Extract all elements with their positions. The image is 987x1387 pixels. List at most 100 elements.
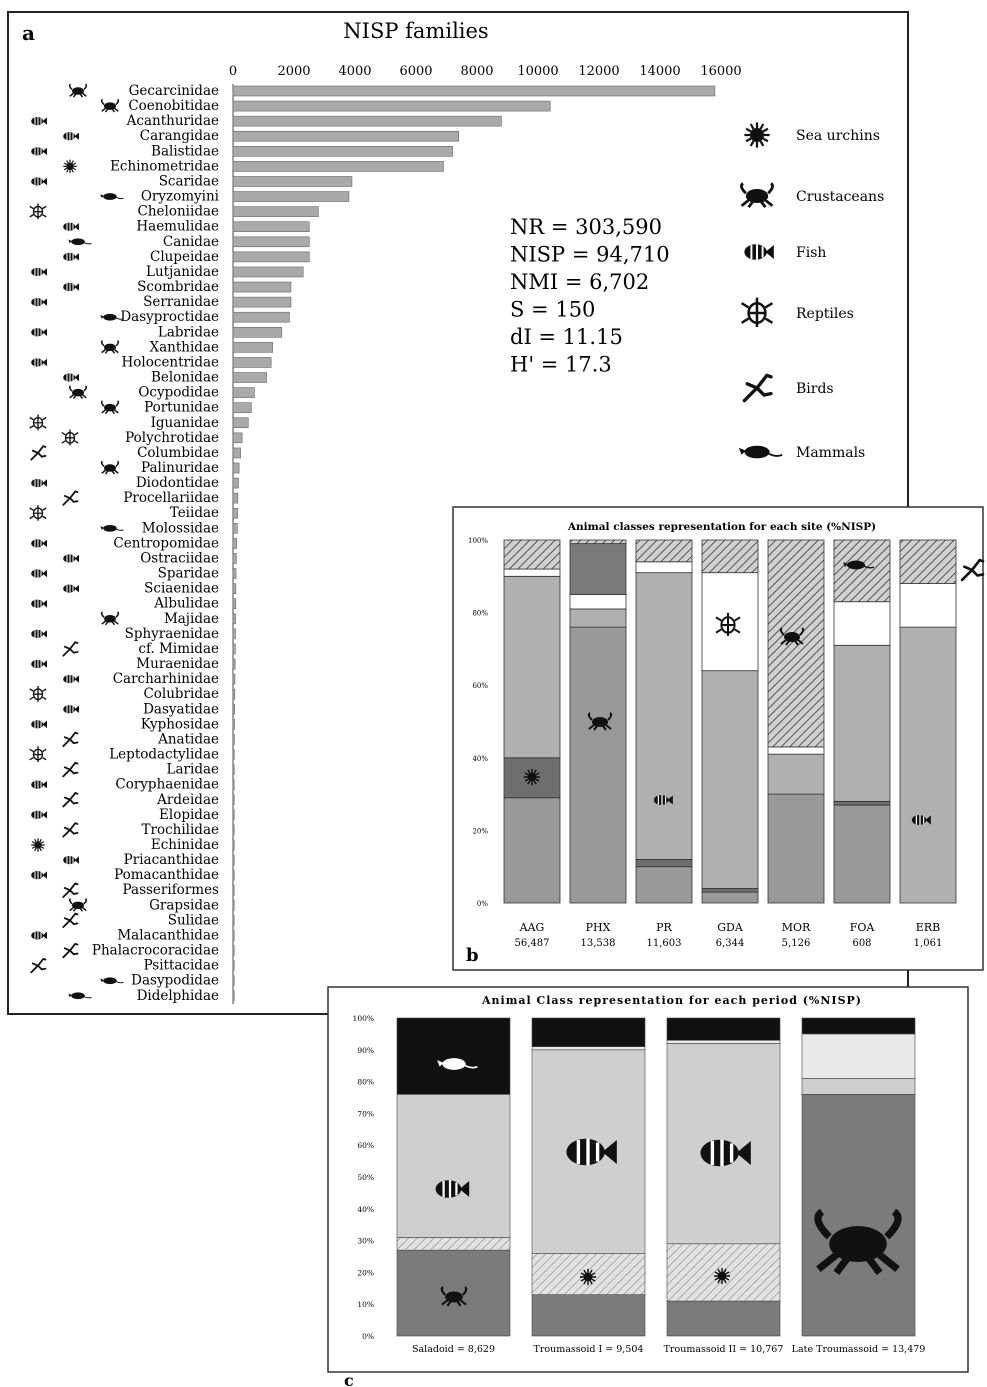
y-tick-label: 40% xyxy=(357,1205,374,1214)
crab-icon xyxy=(100,460,120,475)
urchin-body xyxy=(34,841,42,849)
stacked-segment xyxy=(396,1017,511,1095)
urchin-spines xyxy=(579,1268,597,1286)
urchin-spines xyxy=(523,768,541,786)
fish-stripes xyxy=(750,244,764,260)
sea-urchin-icon xyxy=(713,1267,731,1285)
bird-icon xyxy=(62,490,79,506)
fish-tail xyxy=(74,856,79,864)
bird-icon xyxy=(30,957,47,974)
rodent-head xyxy=(100,526,104,530)
fish-tail xyxy=(42,117,47,125)
fish-body xyxy=(63,674,76,684)
stacked-segment xyxy=(503,797,561,904)
category-label: Albulidae xyxy=(153,596,219,612)
bar xyxy=(232,357,272,368)
bird-icon xyxy=(62,882,79,898)
bar xyxy=(232,447,241,459)
fish-stripes xyxy=(34,931,42,940)
site-total: 1,061 xyxy=(914,938,943,949)
category-label: Dasyatidae xyxy=(143,701,219,717)
category-label: Dasyproctidae xyxy=(120,309,219,325)
bird-shape xyxy=(62,641,79,657)
turtle-icon xyxy=(715,612,741,637)
fish-tail xyxy=(765,245,774,259)
fish-body xyxy=(566,1138,605,1166)
crab-icon xyxy=(587,712,613,731)
bar xyxy=(232,492,239,504)
crab-icon xyxy=(100,611,120,626)
period-label: Troumassoid I = 9,504 xyxy=(534,1344,644,1355)
fish-stripes xyxy=(657,795,667,805)
category-label: Serranidae xyxy=(143,294,219,310)
crab-legs xyxy=(100,611,120,626)
stacked-segment xyxy=(833,804,891,904)
category-label: Acanthuridae xyxy=(126,113,219,129)
fish-body xyxy=(31,659,44,669)
bar xyxy=(232,809,235,821)
category-label: cf. Mimidae xyxy=(138,641,219,657)
fish-icon xyxy=(63,132,79,141)
stacked-segment xyxy=(635,539,693,563)
bird-icon xyxy=(62,761,79,778)
fish-tail xyxy=(667,795,673,805)
stacked-segment xyxy=(503,568,561,577)
bird-shape xyxy=(62,822,79,838)
period-label: Troumassoid II = 10,767 xyxy=(664,1344,784,1355)
rodent-icon xyxy=(738,445,783,459)
site-label: ERB xyxy=(916,921,940,934)
rodent-tail xyxy=(464,1064,478,1069)
fish-body xyxy=(31,478,44,488)
fish-tail xyxy=(42,569,47,578)
y-tick-label: 60% xyxy=(357,1141,374,1150)
crab-icon xyxy=(68,83,88,98)
bar xyxy=(232,628,236,640)
category-label: Sulidae xyxy=(168,912,219,928)
crab-legs xyxy=(100,460,120,475)
fish-stripes xyxy=(66,282,74,292)
fish-tail xyxy=(42,660,47,668)
bar xyxy=(232,372,267,383)
crab-body xyxy=(104,464,116,472)
site-total: 56,487 xyxy=(515,938,550,949)
fish-icon xyxy=(31,931,47,940)
sea-urchin-icon xyxy=(523,768,541,786)
rodent-icon xyxy=(843,560,875,570)
stacked-segment xyxy=(503,575,561,759)
crab-body xyxy=(72,388,84,397)
panel-b-label: b xyxy=(466,945,479,966)
fish-body xyxy=(911,815,927,825)
fish-stripes xyxy=(34,780,42,789)
bird-shape xyxy=(62,792,79,808)
bar xyxy=(232,945,235,956)
fish-body xyxy=(63,554,76,563)
category-label: Balistidae xyxy=(151,143,219,159)
bird-shape xyxy=(30,445,47,461)
bar xyxy=(232,161,444,172)
rodent-body xyxy=(847,560,865,570)
turtle-icon xyxy=(740,297,774,327)
legend-label: Crustaceans xyxy=(796,189,884,205)
category-label: Scaridae xyxy=(159,173,219,189)
rodent-tail xyxy=(863,565,875,569)
crab-legs xyxy=(587,712,613,731)
legend-label: Sea urchins xyxy=(796,128,880,144)
fish-stripes xyxy=(34,478,42,488)
crab-body xyxy=(784,632,800,642)
stacked-segment xyxy=(666,1300,781,1337)
turtle-limbs xyxy=(29,504,47,521)
y-tick-label: 80% xyxy=(357,1078,374,1087)
panel-b-chart: 0% 20% 40% 60% 80% 100% AAG 56,487 PHX 13,538 PR 11… xyxy=(468,537,985,949)
bar xyxy=(232,884,235,896)
bar xyxy=(232,779,235,790)
bar xyxy=(232,975,235,987)
bar xyxy=(232,206,319,217)
fish-stripes xyxy=(34,599,42,608)
site-label: MOR xyxy=(782,921,811,934)
fish-stripes xyxy=(34,629,42,639)
fish-icon xyxy=(31,720,47,729)
category-label: Ardeidae xyxy=(156,792,219,808)
stacked-segment xyxy=(666,1039,781,1044)
turtle-icon xyxy=(29,685,47,702)
fish-body xyxy=(31,147,44,156)
